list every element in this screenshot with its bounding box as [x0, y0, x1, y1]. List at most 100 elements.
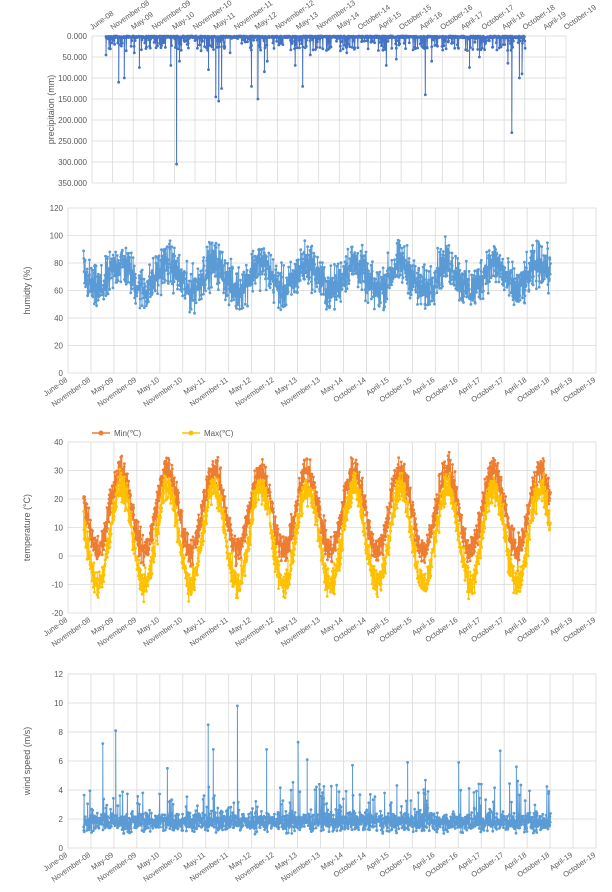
data-point	[314, 279, 317, 282]
data-point	[513, 538, 517, 542]
data-point	[391, 488, 394, 491]
data-point	[417, 551, 421, 555]
data-point	[165, 261, 169, 265]
data-point	[392, 484, 396, 488]
data-point	[167, 458, 171, 462]
data-point	[229, 257, 233, 261]
data-point	[236, 281, 239, 285]
data-point	[247, 521, 251, 525]
data-point	[379, 301, 382, 304]
data-point	[365, 291, 369, 295]
data-point	[259, 48, 262, 52]
data-point	[501, 257, 505, 261]
data-point	[502, 492, 506, 496]
data-point	[241, 532, 245, 536]
data-point	[114, 250, 118, 254]
data-point	[199, 269, 203, 273]
data-point	[449, 274, 452, 278]
data-point	[347, 487, 351, 491]
data-point	[369, 263, 373, 267]
data-point	[112, 256, 116, 260]
data-point	[157, 499, 161, 503]
data-point	[378, 550, 381, 554]
data-point	[246, 510, 250, 514]
data-point	[326, 558, 329, 562]
data-point	[197, 534, 201, 538]
data-point	[394, 46, 398, 50]
data-point	[393, 258, 396, 262]
data-point	[131, 269, 134, 272]
data-point	[311, 38, 314, 42]
data-point	[109, 511, 112, 514]
data-point	[279, 292, 282, 296]
data-point	[261, 458, 264, 461]
data-point	[445, 251, 448, 254]
data-point	[360, 257, 364, 260]
data-point	[291, 40, 294, 43]
data-point	[397, 269, 400, 272]
data-point	[316, 273, 320, 277]
data-point	[173, 476, 176, 480]
data-point	[390, 283, 393, 287]
data-point	[110, 263, 114, 267]
data-point	[191, 299, 195, 302]
data-point	[228, 285, 232, 289]
data-point	[108, 488, 112, 492]
data-point	[322, 542, 325, 545]
data-point	[295, 46, 299, 50]
data-point	[86, 294, 89, 298]
data-point	[383, 524, 386, 527]
data-point	[272, 274, 276, 277]
data-point	[318, 505, 322, 509]
data-point	[191, 563, 195, 567]
data-point	[351, 39, 355, 43]
data-point	[384, 300, 387, 304]
data-point	[201, 504, 205, 508]
data-point	[395, 466, 399, 470]
data-point	[302, 477, 306, 481]
data-point	[95, 283, 99, 287]
data-point	[223, 45, 227, 49]
data-point	[413, 538, 417, 542]
data-point	[298, 279, 302, 282]
data-point	[114, 263, 118, 267]
data-point	[438, 271, 442, 275]
data-point	[362, 264, 365, 268]
data-point	[481, 507, 484, 510]
data-point	[468, 546, 472, 550]
data-point	[156, 283, 160, 287]
data-point	[310, 280, 313, 283]
data-point	[356, 251, 360, 255]
data-point	[266, 260, 269, 263]
humidity-chart: 020406080100120June-08November-08May-09N…	[22, 204, 597, 409]
data-point	[323, 534, 327, 538]
data-point	[320, 284, 323, 287]
data-point	[305, 38, 308, 42]
data-point	[379, 275, 383, 279]
data-point	[426, 548, 430, 551]
data-point	[497, 479, 500, 483]
data-point	[274, 268, 278, 271]
data-point	[456, 43, 459, 47]
data-point	[288, 278, 292, 282]
data-point	[282, 298, 286, 302]
data-point	[507, 260, 510, 264]
data-point	[156, 484, 160, 488]
data-point	[542, 254, 546, 257]
data-point	[365, 526, 369, 530]
data-point	[485, 250, 489, 254]
data-point	[419, 273, 422, 277]
data-point	[416, 296, 420, 300]
data-point	[285, 556, 289, 560]
data-point	[423, 278, 427, 281]
data-point	[398, 273, 402, 277]
data-point	[475, 282, 479, 286]
data-point	[239, 547, 243, 551]
data-point	[158, 493, 162, 497]
data-point	[510, 285, 514, 289]
data-point	[463, 527, 467, 531]
data-point	[271, 41, 275, 45]
data-point	[277, 306, 280, 310]
data-point	[87, 506, 91, 510]
data-point	[175, 162, 179, 166]
